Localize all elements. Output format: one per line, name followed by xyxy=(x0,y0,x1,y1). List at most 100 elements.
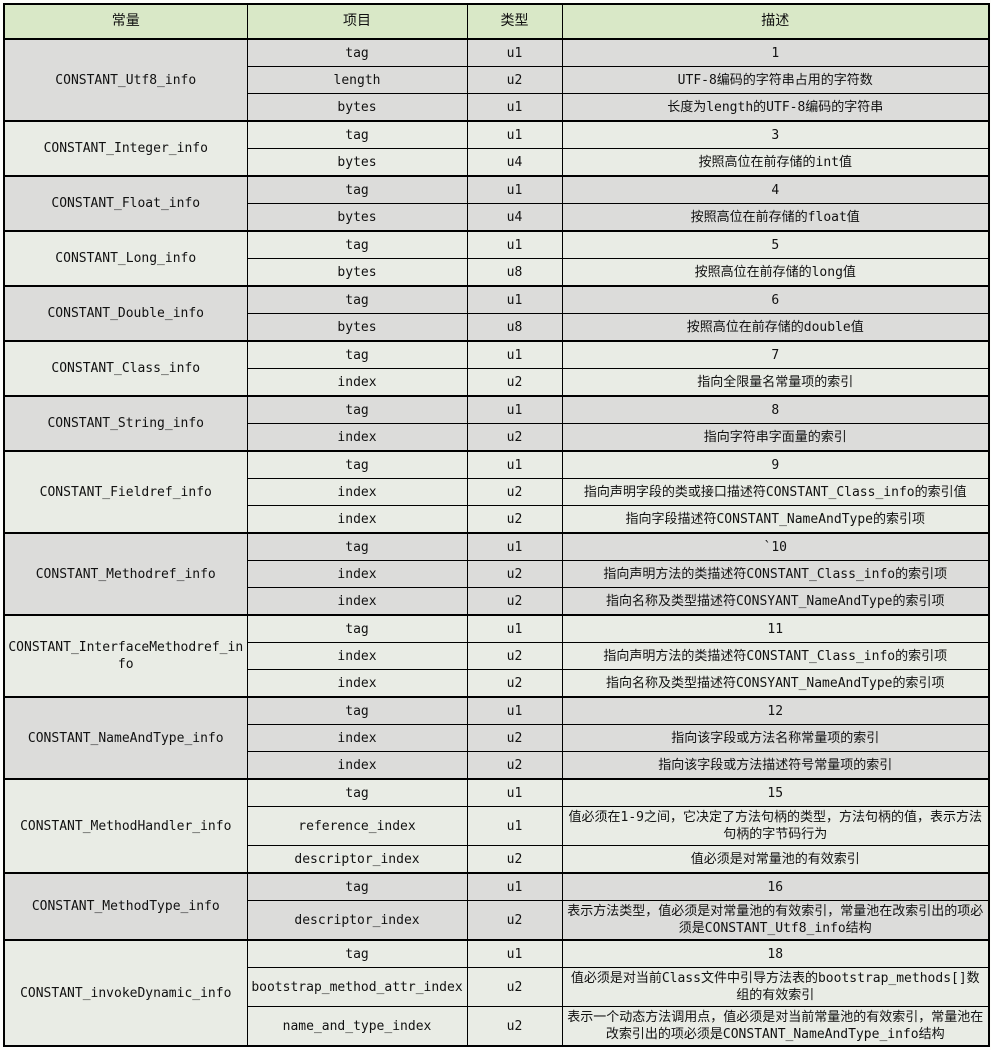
item-cell: index xyxy=(246,724,468,752)
table-row: bytes u4 按照高位在前存储的int值 xyxy=(4,148,990,177)
constant-name-cell: CONSTANT_Utf8_info xyxy=(3,38,248,122)
table-row: CONSTANT_Fieldref_info tag u1 9 xyxy=(3,450,990,534)
desc-cell: 指向声明方法的类描述符CONSTANT_Class_info的索引项 xyxy=(561,560,990,588)
type-cell: u1 xyxy=(466,93,563,122)
constant-group: CONSTANT_MethodHandler_info tag u1 15 refere… xyxy=(3,778,990,874)
desc-cell: 表示方法类型，值必须是对常量池的有效索引，常量池在改索引出的项必须是CONSTA… xyxy=(561,900,990,941)
table-row: index u2 指向声明字段的类或接口描述符CONSTANT_Class_info… xyxy=(4,478,990,506)
constant-group: CONSTANT_Methodref_info tag u1 `10 index u2 指向… xyxy=(3,532,990,616)
desc-cell: 按照高位在前存储的float值 xyxy=(561,203,990,232)
table-row: descriptor_index u2 值必须是对常量池的有效索引 xyxy=(4,845,990,874)
desc-cell: UTF-8编码的字符串占用的字符数 xyxy=(561,66,990,94)
constant-group: CONSTANT_Long_info tag u1 5 bytes u8 按照高位在前存储的… xyxy=(3,230,990,287)
constant-group: CONSTANT_NameAndType_info tag u1 12 index u2 指… xyxy=(3,696,990,780)
constant-name-cell: CONSTANT_Fieldref_info xyxy=(3,450,248,534)
item-cell: tag xyxy=(246,395,468,424)
item-cell: name_and_type_index xyxy=(246,1006,468,1047)
table-row: index u2 指向名称及类型描述符CONSYANT_NameAndType的索引… xyxy=(4,587,990,616)
item-cell: index xyxy=(246,587,468,616)
table-row: CONSTANT_InterfaceMethodref_info tag u1 11 xyxy=(3,614,990,698)
column-header-item: 项目 xyxy=(246,3,468,40)
item-cell: tag xyxy=(246,939,468,968)
desc-cell: 指向该字段或方法名称常量项的索引 xyxy=(561,724,990,752)
item-cell: bytes xyxy=(246,203,468,232)
item-cell: tag xyxy=(246,450,468,479)
table-row: index u2 指向该字段或方法描述符号常量项的索引 xyxy=(4,751,990,780)
desc-cell: 值必须是对当前Class文件中引导方法表的bootstrap_methods[]… xyxy=(561,967,990,1007)
item-cell: bytes xyxy=(246,148,468,177)
item-cell: index xyxy=(246,642,468,670)
constant-name-cell: CONSTANT_Integer_info xyxy=(3,120,248,177)
desc-cell: 指向该字段或方法描述符号常量项的索引 xyxy=(561,751,990,780)
item-cell: descriptor_index xyxy=(246,900,468,941)
constant-name-cell: CONSTANT_Double_info xyxy=(3,285,248,342)
constant-group: CONSTANT_Class_info tag u1 7 index u2 指向全限量名常量… xyxy=(3,340,990,397)
table-row: CONSTANT_Long_info tag u1 5 xyxy=(3,230,990,287)
table-row: bytes u4 按照高位在前存储的float值 xyxy=(4,203,990,232)
table-row: reference_index u1 值必须在1-9之间，它决定了方法句柄的类型，方… xyxy=(4,806,990,846)
header-row: 常量 项目 类型 描述 xyxy=(3,3,990,40)
type-cell: u2 xyxy=(466,560,563,588)
table-row: CONSTANT_Methodref_info tag u1 `10 xyxy=(3,532,990,616)
type-cell: u2 xyxy=(466,423,563,452)
table-row: index u2 指向字段描述符CONSTANT_NameAndType的索引项 xyxy=(4,505,990,534)
type-cell: u2 xyxy=(466,967,563,1007)
desc-cell: 11 xyxy=(561,614,990,643)
type-cell: u1 xyxy=(466,285,563,314)
desc-cell: 值必须是对常量池的有效索引 xyxy=(561,845,990,874)
column-header-desc: 描述 xyxy=(561,3,990,40)
table-row: bytes u8 按照高位在前存储的double值 xyxy=(4,313,990,342)
table-row: CONSTANT_String_info tag u1 8 xyxy=(3,395,990,452)
table-row: index u2 指向全限量名常量项的索引 xyxy=(4,368,990,397)
desc-cell: 长度为length的UTF-8编码的字符串 xyxy=(561,93,990,122)
column-header-type: 类型 xyxy=(466,3,563,40)
table-row: CONSTANT_NameAndType_info tag u1 12 xyxy=(3,696,990,780)
type-cell: u2 xyxy=(466,642,563,670)
constant-group: CONSTANT_Float_info tag u1 4 bytes u4 按照高位在前存储… xyxy=(3,175,990,232)
type-cell: u2 xyxy=(466,751,563,780)
item-cell: tag xyxy=(246,778,468,807)
table-row: bytes u8 按照高位在前存储的long值 xyxy=(4,258,990,287)
type-cell: u2 xyxy=(466,845,563,874)
table-row: CONSTANT_Utf8_info tag u1 1 xyxy=(3,38,990,122)
desc-cell: 指向声明方法的类描述符CONSTANT_Class_info的索引项 xyxy=(561,642,990,670)
item-cell: tag xyxy=(246,230,468,259)
constant-group: CONSTANT_String_info tag u1 8 index u2 指向字符串字面… xyxy=(3,395,990,452)
type-cell: u1 xyxy=(466,614,563,643)
table-row: bootstrap_method_attr_index u2 值必须是对当前Clas… xyxy=(4,967,990,1007)
desc-cell: 按照高位在前存储的long值 xyxy=(561,258,990,287)
item-cell: tag xyxy=(246,532,468,561)
table-row: name_and_type_index u2 表示一个动态方法调用点，值必须是对当前… xyxy=(4,1006,990,1047)
type-cell: u2 xyxy=(466,587,563,616)
item-cell: index xyxy=(246,560,468,588)
table-row: index u2 指向声明方法的类描述符CONSTANT_Class_info的索引… xyxy=(4,560,990,588)
desc-cell: 值必须在1-9之间，它决定了方法句柄的类型，方法句柄的值，表示方法句柄的字节码行… xyxy=(561,806,990,846)
constant-group: CONSTANT_MethodType_info tag u1 16 descripto… xyxy=(3,872,990,941)
desc-cell: 9 xyxy=(561,450,990,479)
type-cell: u1 xyxy=(466,778,563,807)
item-cell: tag xyxy=(246,614,468,643)
desc-cell: 1 xyxy=(561,38,990,67)
table-row: index u2 指向名称及类型描述符CONSYANT_NameAndType的索引… xyxy=(4,669,990,698)
desc-cell: 5 xyxy=(561,230,990,259)
type-cell: u8 xyxy=(466,258,563,287)
constant-group: CONSTANT_invokeDynamic_info tag u1 18 bootst… xyxy=(3,939,990,1047)
desc-cell: 指向声明字段的类或接口描述符CONSTANT_Class_info的索引值 xyxy=(561,478,990,506)
table-row: index u2 指向该字段或方法名称常量项的索引 xyxy=(4,724,990,752)
desc-cell: 7 xyxy=(561,340,990,369)
desc-cell: 指向字段描述符CONSTANT_NameAndType的索引项 xyxy=(561,505,990,534)
type-cell: u2 xyxy=(466,669,563,698)
type-cell: u2 xyxy=(466,368,563,397)
desc-cell: 按照高位在前存储的double值 xyxy=(561,313,990,342)
table-header: 常量 项目 类型 描述 xyxy=(3,3,990,40)
item-cell: index xyxy=(246,751,468,780)
constant-name-cell: CONSTANT_InterfaceMethodref_info xyxy=(3,614,248,698)
item-cell: bytes xyxy=(246,258,468,287)
type-cell: u1 xyxy=(466,38,563,67)
constant-group: CONSTANT_Utf8_info tag u1 1 length u2 UTF-8编码的… xyxy=(3,38,990,122)
desc-cell: 16 xyxy=(561,872,990,901)
constant-group: CONSTANT_Fieldref_info tag u1 9 index u2 指向声明字… xyxy=(3,450,990,534)
desc-cell: 8 xyxy=(561,395,990,424)
table-row: index u2 指向声明方法的类描述符CONSTANT_Class_info的索引… xyxy=(4,642,990,670)
column-header-constant: 常量 xyxy=(3,3,248,40)
